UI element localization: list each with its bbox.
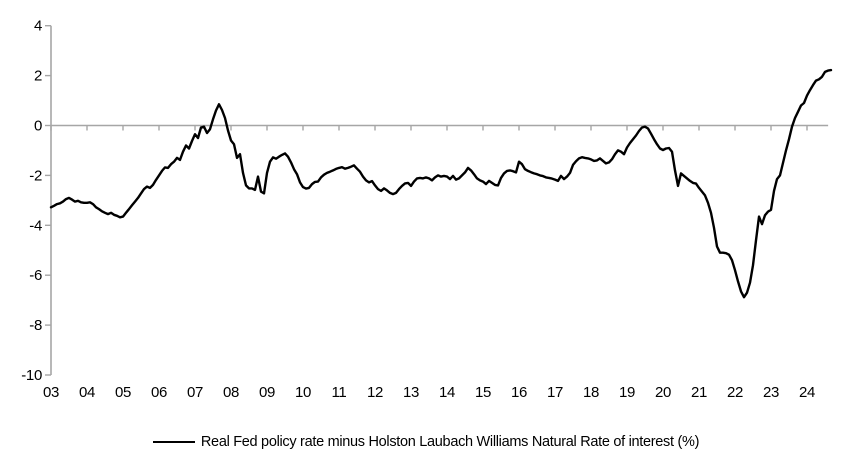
x-axis-label: 11	[332, 384, 347, 401]
x-axis-label: 06	[151, 384, 167, 401]
series-polyline	[49, 68, 833, 299]
x-axis-label: 23	[763, 384, 779, 401]
x-axis-label: 22	[727, 384, 743, 401]
x-axis-label: 12	[367, 384, 383, 401]
y-axis-label: 2	[34, 68, 42, 85]
y-axis-label: 4	[34, 18, 42, 35]
y-axis-label: -6	[29, 267, 42, 284]
legend-label: Real Fed policy rate minus Holston Lauba…	[200, 434, 700, 450]
x-axis-label: 07	[187, 384, 203, 401]
legend: Real Fed policy rate minus Holston Lauba…	[0, 434, 852, 450]
x-axis-label: 04	[79, 384, 95, 401]
x-axis-label: 15	[475, 384, 491, 401]
x-axis-label: 18	[583, 384, 599, 401]
x-axis-label: 08	[223, 384, 239, 401]
legend-line-swatch	[152, 441, 195, 443]
x-axis-label: 16	[511, 384, 527, 401]
x-axis-label: 19	[619, 384, 635, 401]
x-axis-label: 09	[259, 384, 275, 401]
x-axis-label: 21	[691, 384, 707, 401]
x-axis-label: 24	[799, 384, 815, 401]
x-axis-label: 20	[655, 384, 671, 401]
x-axis-label: 10	[295, 384, 311, 401]
x-axis-label: 17	[547, 384, 563, 401]
x-axis-label: 05	[115, 384, 131, 401]
y-axis-label: -8	[29, 317, 42, 334]
x-axis-label: 14	[439, 384, 455, 401]
x-axis-label: 13	[403, 384, 419, 401]
x-axis-label: 03	[43, 384, 59, 401]
y-axis-label: -10	[21, 367, 42, 384]
y-axis-label: -2	[29, 167, 42, 184]
y-axis-label: 0	[34, 118, 42, 135]
y-axis-label: -4	[29, 217, 42, 234]
